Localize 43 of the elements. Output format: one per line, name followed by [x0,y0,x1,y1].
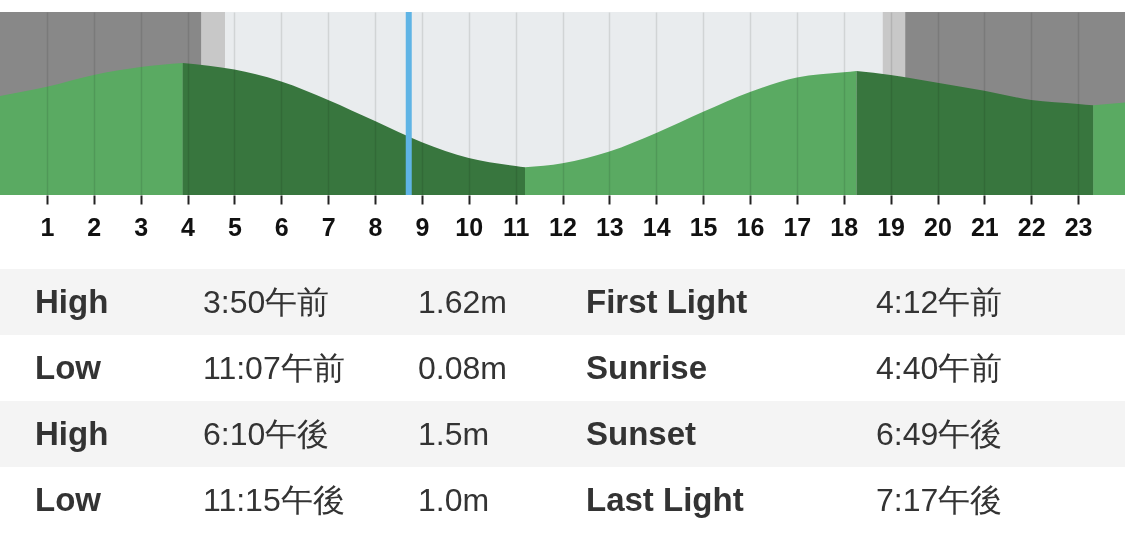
x-tick-label: 7 [321,212,336,241]
text: 7:17午後 [876,481,1003,519]
text: 6:10午後 [203,415,330,453]
x-tick-label: 10 [455,212,484,241]
x-tick-label: 13 [595,212,624,241]
x-tick-label: 6 [274,212,289,241]
text: 11:07午前 [203,349,345,387]
x-tick-label: 4 [181,212,196,241]
text: 3:50午前 [203,283,330,321]
x-tick-label: 11 [502,212,530,241]
x-tick-label: 17 [783,212,812,241]
x-tick-label: 12 [549,212,577,241]
text: 11:15午後 [203,481,345,519]
x-tick-label: 1 [40,212,55,241]
text: Low [35,349,101,387]
text: 1.0m [418,481,490,519]
x-tick-label: 23 [1064,212,1093,241]
text: Low [35,481,101,519]
x-tick-label: 22 [1017,212,1046,241]
x-tick-label: 21 [970,212,999,241]
x-tick-label: 18 [830,212,859,241]
text: Sunrise [586,349,708,387]
text: 4:12午前 [876,283,1003,321]
text: 1.62m [418,283,507,321]
text: 6:49午後 [876,415,1003,453]
x-tick-label: 19 [877,212,906,241]
x-tick-label: 15 [689,212,718,241]
text: 1.5m [418,415,490,453]
text: 0.08m [418,349,507,387]
x-tick-label: 14 [642,212,671,241]
text: High [35,415,109,453]
x-tick-label: 9 [415,212,430,241]
x-tick-label: 2 [87,212,102,241]
text: Sunset [586,415,697,453]
x-tick-label: 5 [227,212,242,241]
text: 4:40午前 [876,349,1003,387]
text: First Light [586,283,748,321]
text: Last Light [586,481,744,519]
x-tick-label: 16 [736,212,765,241]
x-tick-label: 3 [134,212,149,241]
text: High [35,283,109,321]
x-tick-label: 8 [368,212,383,241]
x-tick-label: 20 [924,212,952,241]
